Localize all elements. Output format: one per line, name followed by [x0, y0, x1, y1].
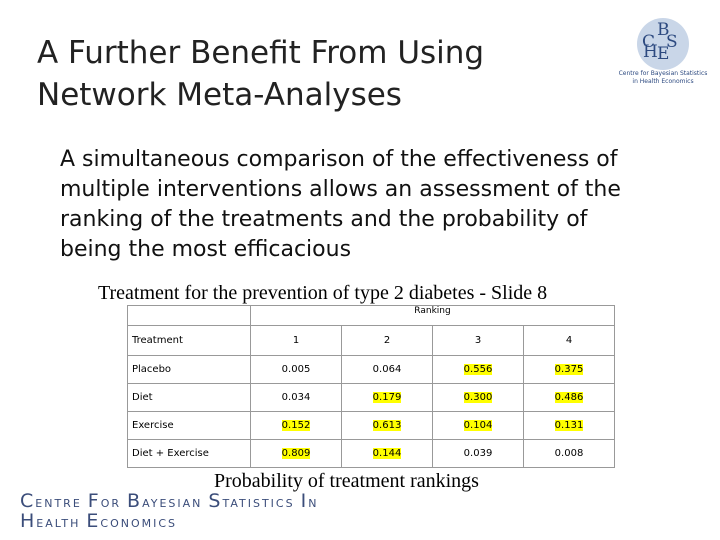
cell: 0.152	[250, 411, 342, 440]
row-label: Diet + Exercise	[127, 439, 251, 468]
title-line: Network Meta-Analyses	[37, 77, 402, 113]
footer-logo-line: HEALTH ECONOMICS	[20, 510, 324, 532]
cell: 0.039	[432, 439, 524, 468]
row-label: Exercise	[127, 411, 251, 440]
logo-letter: E	[657, 44, 670, 64]
highlighted-value: 0.300	[463, 392, 493, 403]
cell: 0.034	[250, 383, 342, 412]
table-row: Diet + Exercise 0.809 0.144 0.039 0.008	[127, 439, 615, 468]
cell: 0.008	[523, 439, 615, 468]
column-header: 1	[250, 325, 342, 356]
column-header: 4	[523, 325, 615, 356]
cell: 0.375	[523, 355, 615, 384]
column-header: Treatment	[127, 325, 251, 356]
row-label: Diet	[127, 383, 251, 412]
footer-logo-word: ECONOMICS	[86, 510, 178, 532]
logo-letter: H	[643, 42, 658, 62]
header-row: Treatment 1 2 3 4	[127, 325, 615, 356]
cell: 0.144	[341, 439, 433, 468]
highlighted-value: 0.179	[372, 392, 402, 403]
footer-logo-word: BAYESIAN	[127, 490, 203, 512]
footer-logo-word: CENTRE	[20, 490, 82, 512]
table-row: Diet 0.034 0.179 0.300 0.486	[127, 383, 615, 412]
logo-letter: S	[666, 32, 678, 52]
table-caption: Treatment for the prevention of type 2 d…	[98, 282, 548, 304]
table-row: Exercise 0.152 0.613 0.104 0.131	[127, 411, 615, 440]
logo-letter: B	[657, 20, 670, 40]
highlighted-value: 0.486	[554, 392, 584, 403]
logo-caption: Centre for Bayesian Statistics in Health …	[618, 70, 708, 86]
body-line: ranking of the treatments and the probab…	[60, 207, 588, 232]
highlighted-value: 0.104	[463, 420, 493, 431]
cell: 0.613	[341, 411, 433, 440]
logo-letter: C	[642, 32, 656, 52]
table-row: Placebo 0.005 0.064 0.556 0.375	[127, 355, 615, 384]
cell: 0.131	[523, 411, 615, 440]
cell: 0.300	[432, 383, 524, 412]
footer-logo: CENTRE FOR BAYESIAN STATISTICS IN HEALTH ECONO…	[20, 490, 324, 532]
cell: 0.064	[341, 355, 433, 384]
cell: 0.486	[523, 383, 615, 412]
column-header: 2	[341, 325, 433, 356]
highlighted-value: 0.613	[372, 420, 402, 431]
logo-caption-line: Centre for Bayesian Statistics	[618, 70, 708, 77]
cell: 0.809	[250, 439, 342, 468]
cell: 0.005	[250, 355, 342, 384]
highlighted-value: 0.809	[281, 448, 311, 459]
body-line: multiple interventions allows an assessm…	[60, 177, 621, 202]
highlighted-value: 0.556	[463, 364, 493, 375]
cell: 0.556	[432, 355, 524, 384]
footer-logo-word: STATISTICS	[208, 490, 295, 512]
footer-logo-word: IN	[300, 490, 319, 512]
column-header: 3	[432, 325, 524, 356]
table-footnote: Probability of treatment rankings	[210, 468, 483, 495]
cell: 0.179	[341, 383, 433, 412]
title-line: A Further Benefit From Using	[37, 35, 485, 71]
cell: 0.104	[432, 411, 524, 440]
footer-logo-word: HEALTH	[20, 510, 81, 532]
highlighted-value: 0.152	[281, 420, 311, 431]
group-header: Ranking	[250, 305, 615, 326]
group-header-row: Ranking	[127, 305, 615, 326]
empty-cell	[127, 305, 251, 326]
body-text: A simultaneous comparison of the effecti…	[60, 145, 621, 265]
footer-logo-word: FOR	[87, 490, 122, 512]
ranking-table: Ranking Treatment 1 2 3 4 Placebo 0.005 0.064 0.5…	[127, 305, 615, 468]
highlighted-value: 0.144	[372, 448, 402, 459]
highlighted-value: 0.375	[554, 364, 584, 375]
body-line: A simultaneous comparison of the effecti…	[60, 147, 618, 172]
footer-logo-line: CENTRE FOR BAYESIAN STATISTICS IN	[20, 490, 324, 512]
logo-caption-line: in Health Economics	[632, 78, 694, 85]
body-line: being the most efficacious	[60, 237, 352, 262]
highlighted-value: 0.131	[554, 420, 584, 431]
row-label: Placebo	[127, 355, 251, 384]
title: A Further Benefit From Using Network Meta…	[37, 32, 484, 116]
